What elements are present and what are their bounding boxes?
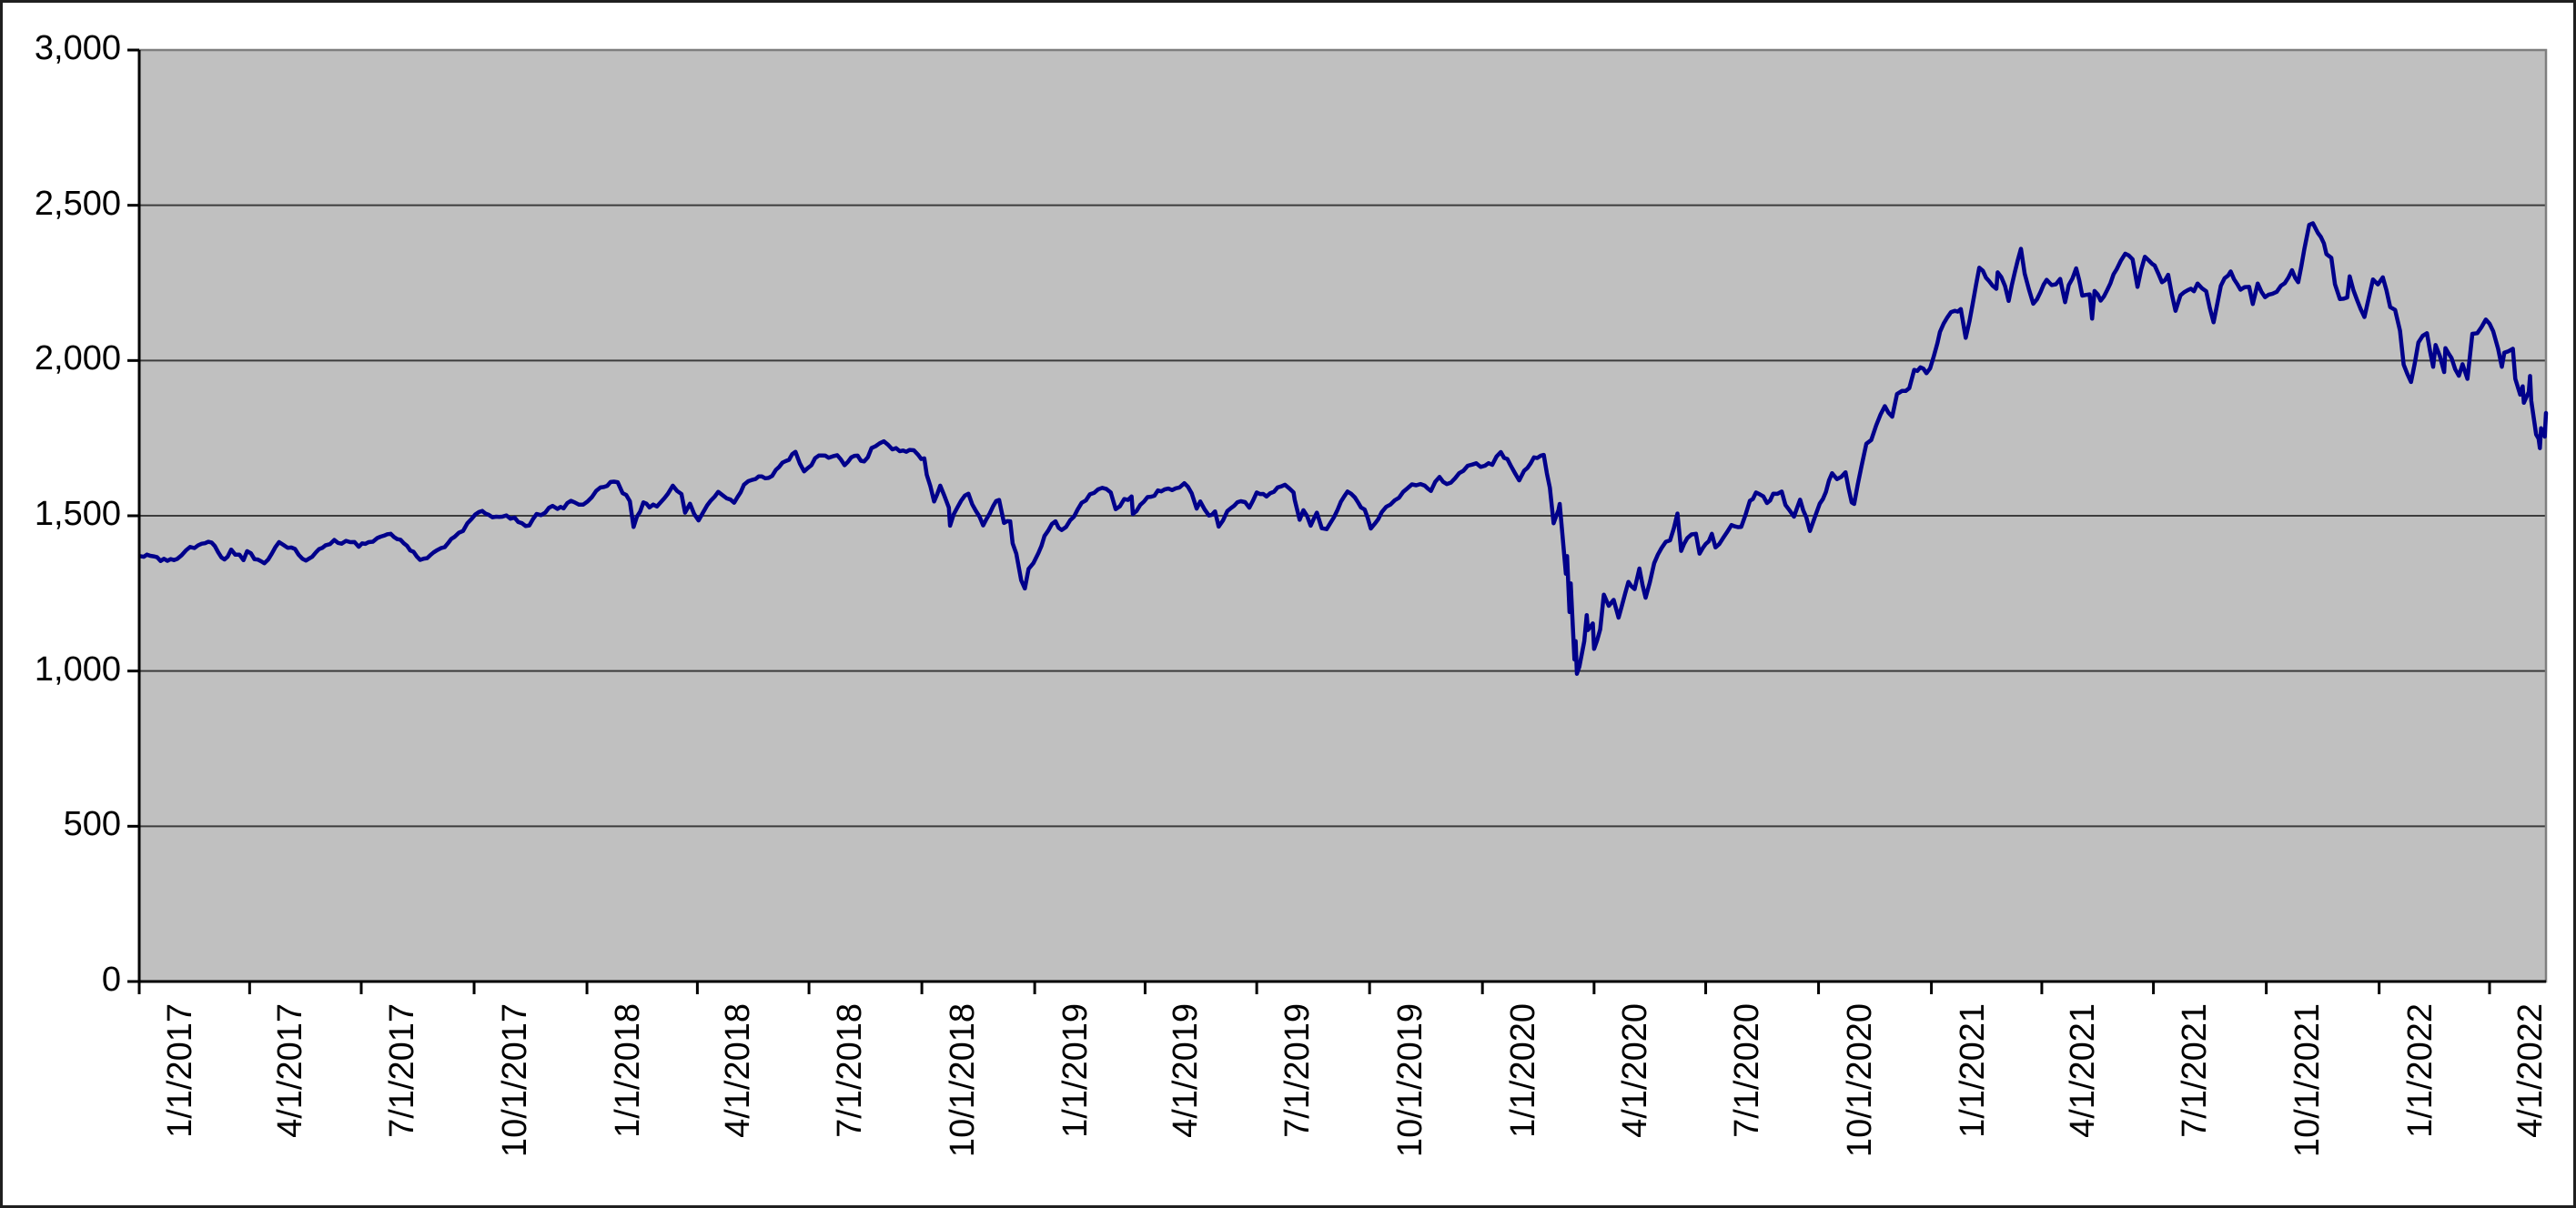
x-tick-label: 4/1/2019 (1167, 1003, 1206, 1138)
line-chart (127, 48, 2549, 994)
x-tick-label: 7/1/2018 (831, 1003, 870, 1138)
x-tick-label: 4/1/2018 (719, 1003, 758, 1138)
x-tick-label: 1/1/2019 (1056, 1003, 1096, 1138)
x-tick-label: 4/1/2017 (271, 1003, 310, 1138)
y-tick-label: 500 (63, 805, 121, 844)
x-tick-label: 4/1/2020 (1615, 1003, 1654, 1138)
x-tick-label: 10/1/2018 (944, 1003, 983, 1158)
x-tick-label: 10/1/2020 (1840, 1003, 1879, 1158)
x-tick-label: 7/1/2021 (2175, 1003, 2214, 1138)
x-tick-label: 1/1/2020 (1504, 1003, 1543, 1138)
x-tick-label: 7/1/2017 (383, 1003, 421, 1138)
x-tick-label: 7/1/2020 (1727, 1003, 1766, 1138)
y-tick-label: 1,500 (34, 494, 121, 533)
y-tick-label: 0 (101, 960, 121, 999)
y-tick-label: 3,000 (34, 28, 121, 67)
x-tick-label: 10/1/2017 (496, 1003, 535, 1158)
x-tick-label: 10/1/2021 (2288, 1003, 2327, 1158)
x-tick-label: 4/1/2022 (2510, 1003, 2550, 1138)
x-tick-label: 10/1/2019 (1391, 1003, 1430, 1158)
y-tick-label: 1,000 (34, 649, 121, 689)
x-tick-label: 4/1/2021 (2063, 1003, 2102, 1138)
x-tick-label: 1/1/2017 (161, 1003, 199, 1138)
x-tick-label: 1/1/2021 (1953, 1003, 1992, 1138)
x-tick-label: 7/1/2019 (1278, 1003, 1318, 1138)
x-tick-label: 1/1/2018 (609, 1003, 648, 1138)
y-tick-label: 2,000 (34, 339, 121, 378)
y-tick-label: 2,500 (34, 184, 121, 223)
x-tick-label: 1/1/2022 (2400, 1003, 2440, 1138)
data-series-line (138, 221, 2549, 676)
